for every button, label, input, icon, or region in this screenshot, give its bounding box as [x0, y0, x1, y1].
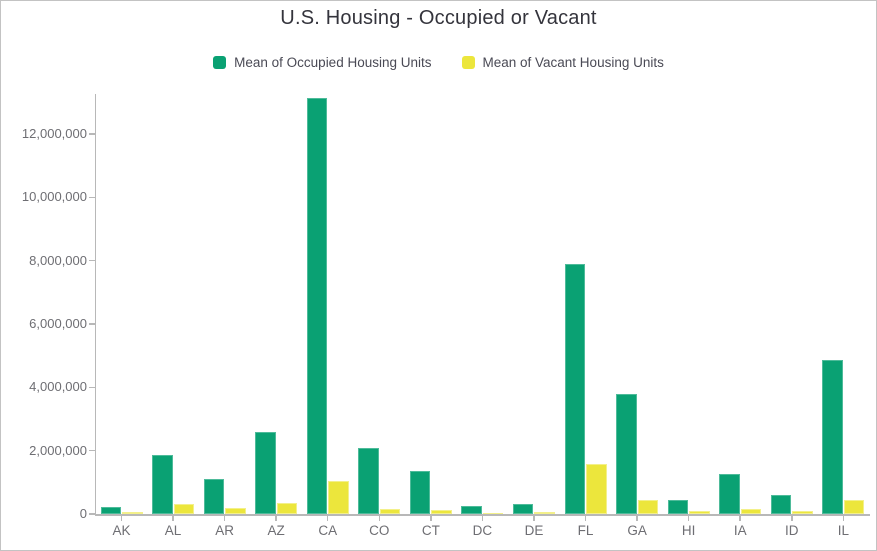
x-axis-tick [378, 515, 381, 521]
x-axis-label-al: AL [164, 523, 182, 538]
x-axis-tick [584, 515, 587, 521]
bar-co-vacant[interactable] [379, 508, 401, 514]
bar-id-occupied[interactable] [770, 495, 792, 514]
bar-ca-occupied[interactable] [306, 97, 328, 514]
y-axis-label: 6,000,000 [29, 316, 87, 331]
bar-dc-vacant[interactable] [482, 513, 504, 514]
x-axis-label-az: AZ [267, 523, 285, 538]
bar-al-vacant[interactable] [173, 503, 195, 514]
x-axis-label-ar: AR [215, 523, 234, 538]
y-axis-label: 8,000,000 [29, 252, 87, 268]
x-axis-tick [842, 515, 845, 521]
x-axis-tick [223, 515, 226, 521]
x-axis-label-ga: GA [627, 523, 647, 538]
bar-ga-occupied[interactable] [616, 393, 637, 514]
bar-fl-occupied[interactable] [564, 263, 586, 514]
x-axis-tick [275, 515, 277, 521]
bar-ct-vacant[interactable] [431, 510, 452, 514]
chart-title: U.S. Housing - Occupied or Vacant [280, 7, 597, 29]
bar-ia-occupied[interactable] [719, 474, 740, 514]
bar-hi-vacant[interactable] [689, 511, 710, 514]
x-axis-tick [739, 515, 741, 521]
y-axis-label: 0 [79, 506, 87, 521]
bar-co-occupied[interactable] [358, 447, 379, 514]
x-axis-tick [120, 515, 123, 521]
y-axis-tick [89, 196, 95, 199]
x-axis-label-id: ID [785, 523, 799, 538]
x-axis-label-ca: CA [318, 523, 338, 538]
bar-ct-occupied[interactable] [409, 471, 431, 514]
x-axis-label-hi: HI [681, 523, 696, 538]
y-axis-tick [89, 259, 95, 262]
y-axis-tick [89, 513, 95, 515]
bar-ga-vacant[interactable] [637, 499, 659, 514]
x-axis-label-il: IL [837, 523, 849, 538]
x-axis-tick [326, 515, 329, 521]
x-axis-label-ak: AK [112, 523, 131, 538]
bar-ak-vacant[interactable] [122, 512, 143, 514]
y-axis-label: 2,000,000 [29, 442, 87, 458]
x-axis-label-fl: FL [577, 523, 594, 538]
legend-item-vacant[interactable]: Mean of Vacant Housing Units [461, 55, 664, 70]
x-axis-label-de: DE [524, 523, 544, 538]
x-axis-tick [172, 515, 174, 521]
bar-id-vacant[interactable] [792, 511, 813, 514]
bar-az-vacant[interactable] [276, 502, 298, 514]
legend-item-occupied[interactable]: Mean of Occupied Housing Units [213, 55, 432, 70]
y-axis-tick [89, 449, 95, 452]
bar-ia-vacant[interactable] [740, 509, 762, 514]
x-axis-label-ct: CT [421, 523, 440, 538]
legend: Mean of Occupied Housing Units Mean of V… [1, 55, 876, 70]
x-axis-tick [687, 515, 690, 521]
bar-ar-vacant[interactable] [225, 508, 246, 514]
vacant-series-swatch-icon [461, 56, 475, 69]
bar-ar-occupied[interactable] [203, 479, 225, 514]
bar-az-occupied[interactable] [255, 431, 276, 514]
x-axis-label-dc: DC [472, 523, 493, 538]
bar-ca-vacant[interactable] [328, 480, 349, 514]
x-axis-tick [636, 515, 638, 521]
x-axis-tick [791, 515, 793, 521]
y-axis-label: 4,000,000 [29, 379, 87, 395]
bar-de-vacant[interactable] [534, 512, 555, 514]
bar-hi-occupied[interactable] [667, 500, 689, 514]
bar-ak-occupied[interactable] [100, 507, 121, 514]
y-axis-label: 12,000,000 [21, 126, 87, 141]
legend-label-occupied: Mean of Occupied Housing Units [234, 55, 432, 70]
x-axis-label-co: CO [369, 523, 390, 538]
x-axis-tick [430, 515, 432, 521]
y-axis-label: 10,000,000 [21, 189, 87, 205]
y-axis-tick [89, 386, 95, 389]
x-axis-tick [533, 515, 535, 521]
y-axis [94, 94, 96, 516]
bar-al-occupied[interactable] [152, 455, 173, 514]
bar-de-occupied[interactable] [512, 504, 534, 514]
bar-il-occupied[interactable] [822, 360, 843, 514]
bar-il-vacant[interactable] [843, 500, 865, 514]
x-axis-tick [481, 515, 484, 521]
legend-label-vacant: Mean of Vacant Housing Units [482, 55, 664, 70]
bar-dc-occupied[interactable] [461, 506, 482, 514]
x-axis-label-ia: IA [733, 523, 747, 538]
y-axis-tick [89, 323, 95, 325]
occupied-series-swatch-icon [213, 56, 227, 69]
bar-fl-vacant[interactable] [586, 464, 607, 514]
y-axis-tick [89, 133, 95, 135]
